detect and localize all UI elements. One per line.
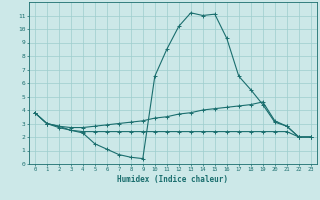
X-axis label: Humidex (Indice chaleur): Humidex (Indice chaleur) [117,175,228,184]
